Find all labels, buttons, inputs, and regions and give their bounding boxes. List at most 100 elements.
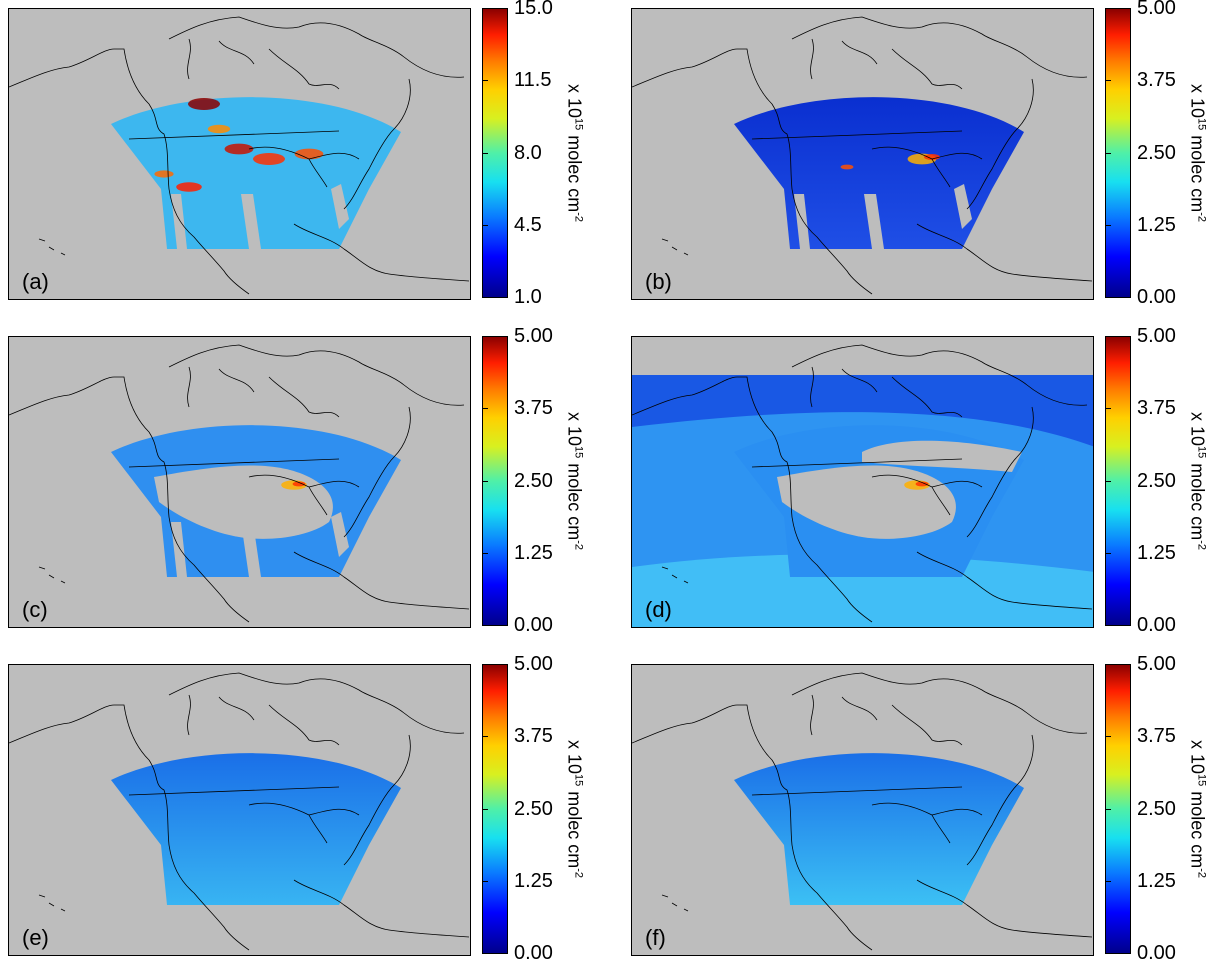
coastline: [343, 734, 411, 866]
hotspot: [294, 148, 324, 160]
colorbar-tick: [482, 881, 488, 882]
hotspot: [840, 164, 854, 170]
colorbar-tick: [482, 8, 488, 9]
colorbar-tick: [482, 553, 488, 554]
coastline: [891, 704, 963, 746]
hotspot: [224, 143, 254, 155]
coastline: [916, 879, 1093, 938]
colorbar-tick: [482, 625, 488, 626]
map-canvas: [632, 672, 1093, 951]
colorbar-tick: [1105, 809, 1111, 810]
colorbar-tick-label: 11.5: [514, 69, 552, 91]
unit-exponent-2: -2: [1195, 868, 1208, 879]
colorbar-tick-label: 3.75: [1137, 69, 1176, 91]
colorbar-tick: [482, 336, 488, 337]
coastline: [268, 376, 340, 418]
colorbar-tick: [1105, 80, 1111, 81]
unit-exponent-2: -2: [1195, 540, 1208, 551]
coastline: [661, 894, 689, 912]
colorbar-tick-label: 0.00: [514, 942, 553, 964]
map-canvas: [632, 344, 1093, 627]
panel-label: (d): [645, 597, 672, 622]
coastline: [9, 376, 250, 623]
unit-prefix: x 10: [1187, 83, 1208, 118]
coastline: [791, 672, 1088, 734]
hotspot: [915, 481, 929, 487]
unit-exponent-2: -2: [1195, 212, 1208, 223]
unit-exponent: 15: [1195, 117, 1208, 131]
orbit-gap: [331, 512, 349, 557]
coastline: [343, 406, 411, 538]
unit-exponent: 15: [572, 773, 585, 787]
hotspot: [924, 154, 940, 160]
colorbar-tick: [482, 153, 488, 154]
colorbar-tick: [1105, 664, 1111, 665]
unit-prefix: x 10: [1187, 739, 1208, 774]
coastline: [38, 894, 66, 912]
unit-mid: molec cm: [564, 458, 585, 541]
coastline: [168, 344, 465, 406]
map-panel-c: (c) 5.00 3.75 2.50 1.25 0.00 x 1015 molec cm-2: [8, 326, 628, 635]
coastline: [810, 366, 878, 408]
unit-mid: molec cm: [1187, 786, 1208, 869]
colorbar-tick: [1105, 297, 1111, 298]
map-frame: (c): [8, 336, 471, 628]
unit-prefix: x 10: [564, 739, 585, 774]
retrieval-swath: [734, 97, 1024, 249]
coastline: [891, 48, 963, 90]
map-frame: (e): [8, 664, 471, 956]
panel-label: (f): [645, 925, 666, 950]
colorbar-tick: [1105, 336, 1111, 337]
map-panel-f: (f) 5.00 3.75 2.50 1.25 0.00 x 1015 molec cm-2: [631, 654, 1226, 963]
coastline: [810, 38, 878, 80]
orbit-gap: [794, 194, 810, 249]
coastline: [128, 458, 340, 468]
coastline: [931, 158, 951, 188]
coastline: [751, 130, 963, 140]
coastline: [966, 406, 1034, 538]
orbit-gap: [171, 522, 187, 577]
colorbar-tick: [482, 225, 488, 226]
colorbar-tick-label: 15.0: [514, 0, 553, 19]
colorbar-tick: [1105, 881, 1111, 882]
colorbar-tick: [1105, 408, 1111, 409]
unit-exponent: 15: [1195, 773, 1208, 787]
panel-label: (b): [645, 269, 672, 294]
coastline: [751, 786, 963, 796]
orbit-gap: [241, 194, 261, 249]
colorbar-tick-label: 0.00: [1137, 286, 1176, 308]
colorbar-tick-label: 2.50: [514, 798, 553, 820]
coastline: [128, 786, 340, 796]
map-frame: (b): [631, 8, 1094, 300]
retrieval-swath: [111, 753, 401, 905]
coastline: [931, 814, 951, 844]
colorbar-tick: [1105, 225, 1111, 226]
map-panel-e: (e) 5.00 3.75 2.50 1.25 0.00 x 1015 molec cm-2: [8, 654, 628, 963]
coastline: [38, 566, 66, 584]
coastline: [751, 458, 963, 468]
panel-label: (c): [22, 597, 48, 622]
coastline: [791, 344, 1088, 406]
colorbar-tick-label: 3.75: [1137, 725, 1176, 747]
colorbar-tick-label: 1.25: [514, 870, 553, 892]
colorbar-tick-label: 3.75: [1137, 397, 1176, 419]
coastline: [916, 551, 1093, 610]
map-frame: (d): [631, 336, 1094, 628]
colorbar-tick: [482, 297, 488, 298]
coastline: [308, 486, 328, 516]
colorbar-tick: [482, 408, 488, 409]
colorbar-tick-label: 1.25: [514, 542, 553, 564]
coastline: [38, 238, 66, 256]
unit-prefix: x 10: [564, 83, 585, 118]
hotspot: [176, 182, 202, 192]
hotspot: [292, 481, 306, 487]
orbit-gap: [331, 184, 349, 229]
colorbar-tick-label: 0.00: [1137, 942, 1176, 964]
colorbar-tick-label: 5.00: [1137, 653, 1176, 675]
panel-label: (e): [22, 925, 49, 950]
coastline: [308, 814, 328, 844]
coastline: [128, 130, 340, 140]
coastline: [810, 694, 878, 736]
hotspot: [253, 153, 285, 165]
panel-label: (a): [22, 269, 49, 294]
